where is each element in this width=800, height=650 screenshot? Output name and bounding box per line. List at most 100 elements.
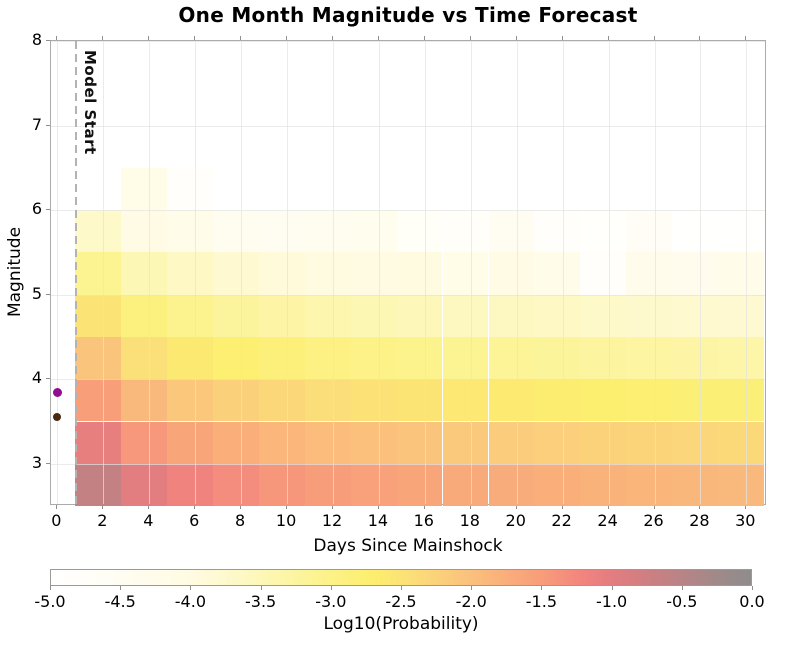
x-tick-mark-bottom	[745, 505, 747, 509]
heatmap-cell	[75, 294, 121, 337]
vertical-gridline	[700, 41, 702, 504]
heatmap-cell	[488, 252, 535, 295]
y-tick-label: 3	[31, 452, 42, 472]
horizontal-gridline	[51, 41, 765, 42]
y-tick-label: 6	[31, 199, 42, 219]
heatmap-cell	[75, 210, 121, 253]
heatmap-cell	[580, 210, 627, 253]
vertical-gridline	[103, 41, 105, 504]
x-tick-label: 28	[689, 511, 710, 530]
vertical-gridline	[746, 41, 748, 504]
colorbar-tick-mark	[541, 586, 543, 590]
x-tick-mark-top	[286, 36, 288, 40]
horizontal-gridline	[51, 294, 765, 296]
heatmap-cell	[718, 252, 764, 295]
heatmap-cell	[718, 463, 764, 506]
heatmap-cell	[121, 463, 167, 506]
heatmap-cell	[258, 294, 305, 337]
heatmap-cell	[167, 252, 213, 295]
vertical-gridline	[470, 41, 472, 504]
x-tick-label: 6	[189, 511, 200, 530]
colorbar-tick-mark	[260, 586, 262, 590]
horizontal-gridline	[51, 463, 765, 465]
y-tick-label: 4	[31, 368, 42, 388]
heatmap-cell	[672, 252, 719, 295]
vertical-gridline	[378, 41, 380, 504]
heatmap-cell	[121, 167, 167, 211]
colorbar-tick-label: -4.0	[174, 592, 206, 611]
heatmap-cell	[396, 336, 443, 380]
heatmap-cell	[350, 252, 397, 295]
x-tick-mark-bottom	[377, 505, 379, 509]
y-tick-mark	[46, 40, 50, 41]
heatmap-cell	[580, 294, 627, 337]
vertical-gridline	[287, 41, 289, 504]
x-tick-mark-bottom	[607, 505, 609, 509]
heatmap-cell	[121, 336, 167, 380]
heatmap-cell	[718, 294, 764, 337]
heatmap-cell	[258, 252, 305, 295]
x-tick-mark-bottom	[148, 505, 150, 509]
colorbar-tick-label: -4.5	[104, 592, 136, 611]
heatmap-cell	[121, 294, 167, 337]
x-tick-mark-bottom	[194, 505, 196, 509]
vertical-gridline	[424, 41, 426, 504]
heatmap-cell	[580, 379, 627, 422]
heatmap-cell	[718, 336, 764, 380]
x-tick-mark-bottom	[102, 505, 104, 509]
vertical-gridline	[654, 41, 656, 504]
x-tick-mark-top	[653, 36, 655, 40]
y-tick-label: 5	[31, 283, 42, 303]
gridlines-layer	[51, 41, 765, 504]
heatmap-cell	[350, 210, 397, 253]
heatmap-cell	[626, 336, 673, 380]
observed-events-layer	[51, 41, 765, 504]
heatmap-cell	[672, 421, 719, 464]
heatmap-cell	[442, 421, 489, 464]
y-tick-mark	[46, 378, 50, 380]
heatmap-cell	[304, 252, 351, 295]
colorbar	[50, 569, 752, 586]
x-tick-mark-bottom	[423, 505, 425, 509]
chart-title: One Month Magnitude vs Time Forecast	[178, 3, 638, 27]
x-tick-label: 26	[643, 511, 664, 530]
heatmap-cell	[442, 210, 489, 253]
x-tick-label: 4	[143, 511, 154, 530]
colorbar-tick-mark	[611, 586, 613, 590]
model-start-dashed-line	[75, 41, 78, 504]
heatmap-cell	[396, 252, 443, 295]
observed-event-2-dot	[53, 413, 62, 422]
colorbar-tick-mark	[471, 586, 473, 590]
heatmap-cell	[121, 421, 167, 464]
x-tick-mark-top	[561, 36, 563, 40]
heatmap-cell	[580, 421, 627, 464]
colorbar-tick-label: -1.0	[595, 592, 628, 611]
heatmap-cell	[75, 252, 121, 295]
heatmap-cell	[304, 421, 351, 464]
heatmap-cell	[75, 336, 121, 380]
heatmap-cell	[258, 379, 305, 422]
vertical-gridline	[608, 41, 610, 504]
x-tick-label: 30	[735, 511, 756, 530]
x-tick-mark-top	[102, 36, 104, 40]
heatmap-cell	[212, 421, 259, 464]
heatmap-cell	[442, 336, 489, 380]
vertical-gridline	[562, 41, 564, 504]
x-tick-label: 14	[367, 511, 389, 530]
x-tick-label: 22	[551, 511, 572, 530]
x-tick-mark-bottom	[332, 505, 333, 509]
colorbar-tick-label: -1.5	[525, 592, 557, 611]
heatmap-cell	[167, 336, 213, 380]
x-axis-label: Days Since Mainshock	[313, 536, 503, 556]
heatmap-cell	[212, 463, 259, 506]
heatmap-cell	[534, 294, 581, 337]
colorbar-tick-label: -3.0	[315, 592, 347, 611]
x-tick-mark-top	[332, 36, 333, 40]
heatmap-cell	[626, 463, 673, 506]
heatmap-cell	[626, 294, 673, 337]
heatmap-cell	[212, 379, 259, 422]
heatmap-cell	[167, 463, 213, 506]
heatmap-cell	[167, 167, 213, 211]
x-tick-mark-top	[423, 36, 425, 40]
